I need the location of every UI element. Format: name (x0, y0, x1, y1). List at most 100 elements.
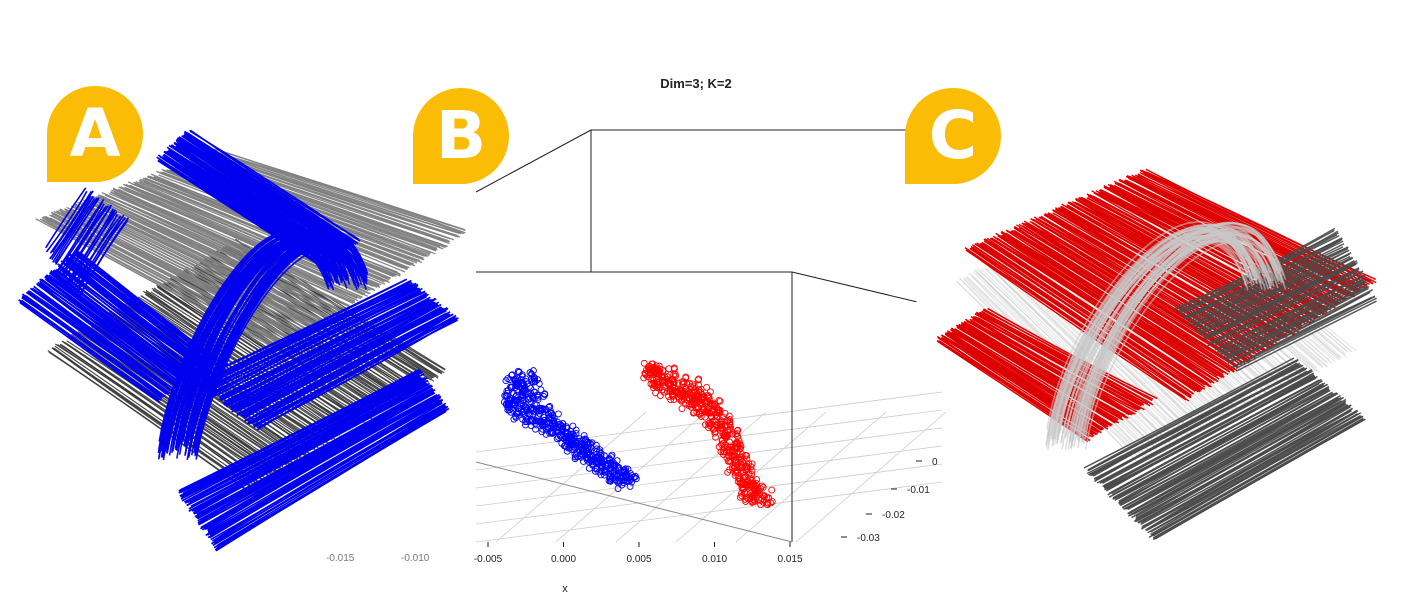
fiber-strand (1112, 382, 1324, 499)
data-point (724, 468, 732, 476)
grid-line (735, 411, 887, 543)
data-point (613, 457, 621, 465)
panel-badge-c (905, 88, 1001, 184)
fiber-strand (965, 249, 1187, 401)
series-1 (640, 359, 776, 509)
panel-c-fiber-render (936, 168, 1377, 541)
data-point (512, 413, 520, 421)
fiber-strand (1235, 300, 1377, 372)
fiber-strand (40, 278, 182, 384)
data-point (735, 474, 742, 482)
fiber-strand (184, 242, 357, 455)
fiber-strand (966, 320, 1130, 416)
x-tick-label: 0.005 (626, 554, 651, 565)
fiber-strand (184, 377, 424, 504)
fiber-strand (65, 208, 114, 283)
fiber-strand (52, 197, 96, 263)
fiber-strand (207, 400, 441, 539)
grid-line (675, 411, 827, 543)
fiber-strand (959, 326, 1120, 424)
fiber-strand (196, 233, 369, 446)
fiber-strand (77, 217, 129, 298)
data-point (665, 393, 673, 400)
fiber-strand (1125, 392, 1337, 510)
data-point (518, 371, 526, 379)
grid-line (795, 411, 947, 543)
data-point (554, 428, 562, 436)
data-point (723, 431, 731, 439)
fiber-strand (1235, 297, 1377, 370)
fiber-strand (25, 291, 167, 395)
fiber-strand (210, 402, 443, 541)
fiber-strand (179, 373, 420, 497)
fiber-strand (1152, 419, 1364, 541)
data-point (505, 406, 513, 414)
data-point (768, 486, 776, 494)
fiber-strand (50, 269, 192, 378)
data-point (732, 460, 740, 468)
data-point (690, 409, 697, 417)
data-point (742, 466, 750, 474)
data-point (716, 422, 724, 430)
fiber-strand (161, 231, 333, 444)
fiber-strand (1080, 227, 1283, 437)
fiber-strand (968, 272, 1150, 453)
fiber-strand (182, 371, 423, 494)
data-point (611, 472, 619, 480)
fiber-strand (213, 289, 422, 394)
data-point (737, 443, 745, 450)
fiber-strand (960, 323, 1123, 420)
fiber-strand (1146, 409, 1358, 530)
fiber-strand (977, 268, 1160, 447)
fiber-strand (209, 398, 444, 536)
fiber-strand (1215, 270, 1364, 346)
data-point (592, 459, 600, 466)
fiber-strand (1147, 410, 1359, 531)
fiber-strand (1018, 227, 1243, 367)
fiber-bundle (1083, 357, 1366, 541)
fiber-strand (196, 388, 433, 520)
fiber-strand (217, 290, 426, 395)
data-point (678, 378, 686, 386)
fiber-strand (1225, 285, 1370, 359)
fiber-strand (180, 369, 422, 492)
fiber-strand (195, 241, 367, 454)
fiber-strand (970, 315, 1137, 410)
fiber-strand (197, 392, 434, 525)
fiber-strand (969, 247, 1191, 399)
fiber-strand (1118, 385, 1330, 502)
data-point (653, 376, 661, 384)
data-point (597, 471, 605, 479)
data-point (632, 475, 640, 483)
box-edge (791, 271, 917, 303)
data-point (709, 426, 717, 433)
data-point (528, 392, 536, 400)
fiber-strand (214, 409, 446, 551)
data-point (529, 367, 537, 375)
fiber-strand (234, 301, 440, 409)
fiber-strand (49, 275, 191, 383)
data-point (640, 374, 648, 382)
data-point (705, 393, 713, 400)
data-point (513, 410, 521, 418)
data-point (615, 479, 622, 487)
fiber-strand (1075, 197, 1303, 325)
data-point (707, 412, 715, 420)
data-point (690, 386, 698, 394)
fiber-strand (981, 314, 1151, 407)
data-point (585, 439, 593, 447)
data-point (533, 401, 541, 409)
fiber-strand (167, 230, 339, 443)
fiber-strand (1152, 415, 1364, 537)
data-point (530, 378, 537, 386)
fiber-strand (1102, 190, 1332, 311)
fiber-strand (80, 204, 324, 325)
fiber-strand (983, 308, 1154, 400)
fiber-strand (242, 308, 447, 418)
data-point (514, 367, 522, 375)
data-point (758, 482, 766, 490)
fiber-strand (1225, 287, 1369, 361)
fiber-strand (1131, 400, 1342, 519)
data-point (700, 405, 708, 413)
fiber-strand (69, 209, 312, 332)
